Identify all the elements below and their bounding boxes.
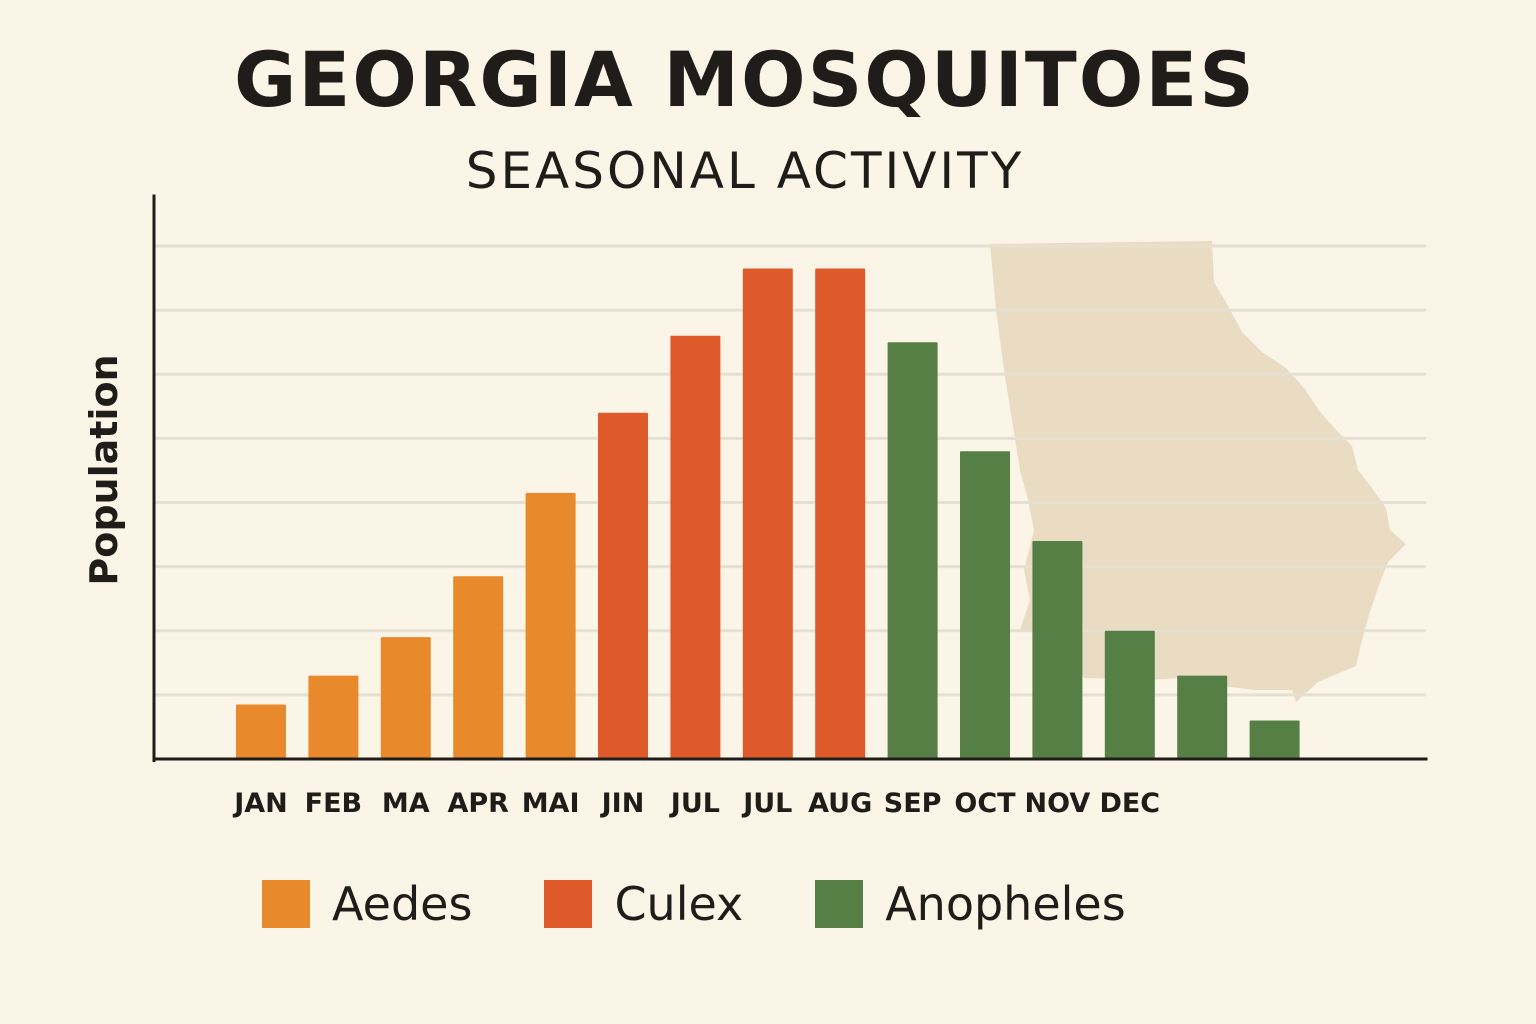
legend-swatch bbox=[262, 880, 310, 928]
bar-culex bbox=[742, 268, 793, 759]
x-tick-label: APR bbox=[447, 788, 509, 819]
chart-subtitle: SEASONAL ACTIVITY bbox=[465, 142, 1025, 200]
bar-anopheles bbox=[960, 451, 1010, 759]
axes bbox=[152, 194, 1428, 762]
x-tick-label: MAI bbox=[522, 788, 580, 819]
bar-aedes bbox=[453, 576, 504, 759]
x-tick-label: MA bbox=[382, 788, 430, 819]
bar-anopheles bbox=[1104, 630, 1155, 759]
x-tick-label: AUG bbox=[808, 788, 872, 819]
bar-aedes bbox=[380, 637, 431, 759]
legend-item-aedes: Aedes bbox=[262, 880, 472, 928]
x-tick-label: OCT bbox=[954, 788, 1016, 819]
bar-culex bbox=[815, 268, 866, 759]
bar-aedes bbox=[308, 675, 359, 759]
legend-label: Anopheles bbox=[885, 877, 1126, 931]
x-tick-label: DEC bbox=[1099, 788, 1160, 819]
legend-label: Aedes bbox=[332, 877, 473, 931]
bar-anopheles bbox=[887, 342, 938, 759]
bar-aedes bbox=[236, 704, 286, 759]
georgia-map-silhouette bbox=[990, 241, 1406, 702]
georgia-silhouette bbox=[990, 241, 1406, 702]
legend-swatch bbox=[815, 880, 864, 928]
x-tick-label: NOV bbox=[1025, 788, 1091, 819]
x-tick-label: JUL bbox=[669, 788, 720, 819]
x-tick-label: JAN bbox=[232, 788, 288, 819]
chart-title: GEORGIA MOSQUITOES bbox=[233, 35, 1257, 124]
legend-label: Culex bbox=[614, 877, 744, 931]
legend-item-anopheles: Anopheles bbox=[815, 877, 1126, 931]
x-tick-label: JUL bbox=[741, 788, 792, 819]
bar-anopheles bbox=[1249, 720, 1300, 759]
x-tick-label: SEP bbox=[884, 788, 942, 819]
bar-aedes bbox=[525, 492, 576, 759]
x-tick-label: FEB bbox=[305, 788, 362, 819]
x-tick-label: JIN bbox=[600, 788, 645, 819]
bar-anopheles bbox=[1032, 540, 1083, 759]
bar-culex bbox=[670, 335, 721, 759]
legend-item-culex: Culex bbox=[544, 880, 743, 928]
bar-culex bbox=[598, 412, 648, 759]
x-tick-labels: JAN FEB MA APR MAI JIN JUL JUL AUG SEP OCT NOV DEC bbox=[232, 788, 1160, 819]
bars bbox=[236, 268, 1300, 759]
y-axis-label: Population bbox=[82, 354, 126, 586]
bar-anopheles bbox=[1177, 675, 1228, 759]
legend-swatch bbox=[544, 880, 593, 928]
legend: Aedes Culex Anopheles bbox=[262, 874, 1198, 934]
